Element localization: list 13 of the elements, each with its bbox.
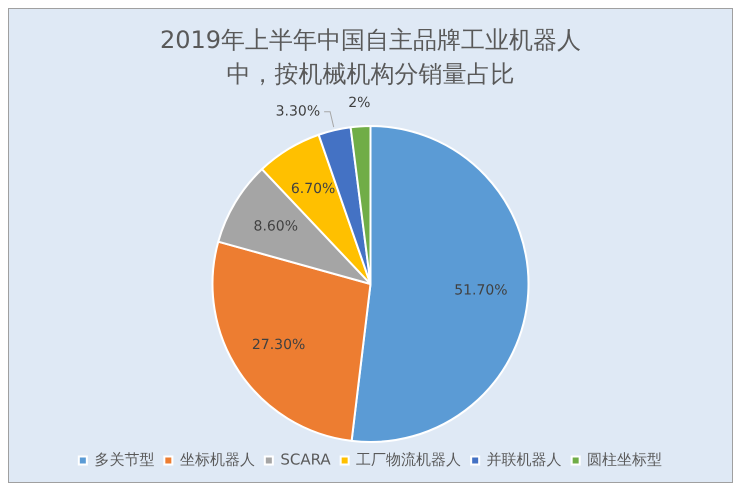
legend-label: 工厂物流机器人 [356,450,462,468]
legend-label: 多关节型 [94,450,154,468]
data-label: 2% [348,95,370,112]
data-label: 27.30% [252,337,306,354]
legend-label: SCARA [280,450,332,468]
legend-label: 圆柱坐标型 [587,450,662,468]
chart-title: 2019年上半年中国自主品牌工业机器人中，按机械机构分销量占比 [158,25,582,90]
legend-label: 坐标机器人 [180,450,255,468]
data-label: 8.60% [254,218,298,235]
data-label: 51.70% [454,282,508,298]
data-label: 6.70% [290,181,336,198]
data-label: 3.30% [276,103,320,120]
legend-label: 并联机器人 [486,450,562,468]
